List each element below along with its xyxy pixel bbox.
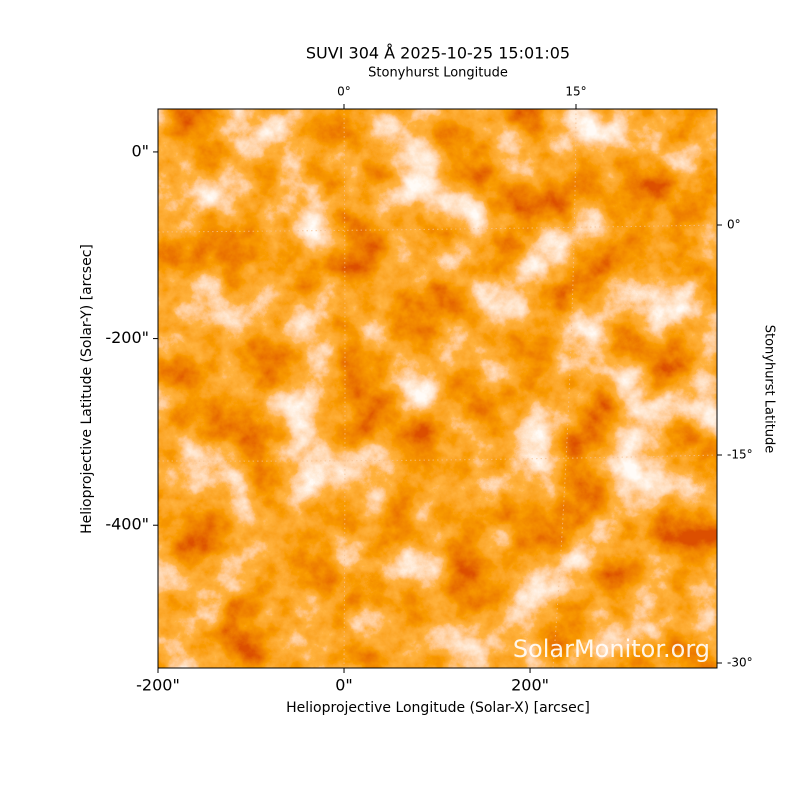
right-tick-label: -15° [727, 448, 753, 462]
x-tick-label: 200" [511, 676, 549, 695]
right-tick-label: -30° [727, 656, 753, 670]
top-tick-label: 15° [565, 85, 586, 99]
solar-texture [158, 109, 717, 668]
x-tick-label: 0" [335, 676, 353, 695]
y-tick-label: -400" [105, 515, 149, 534]
x-tick-label: -200" [136, 676, 180, 695]
y-tick-label: 0" [131, 141, 149, 160]
plot-frame [157, 108, 718, 669]
top-axis-label: Stonyhurst Longitude [368, 66, 508, 81]
watermark: SolarMonitor.org [513, 635, 710, 663]
x-axis-label: Helioprojective Longitude (Solar-X) [arc… [286, 700, 590, 716]
grid-lat [158, 454, 717, 462]
top-tick-label: 0° [337, 85, 351, 99]
stonyhurst-grid [158, 109, 717, 668]
title: SUVI 304 Å 2025-10-25 15:01:05 [306, 44, 570, 63]
right-axis-label: Stonyhurst Latitude [762, 325, 777, 454]
y-axis-label: Helioprojective Latitude (Solar-Y) [arcs… [79, 244, 95, 534]
grid-lon [552, 109, 577, 668]
grid-lat [158, 224, 717, 233]
right-tick-label: 0° [727, 218, 741, 232]
grid-lon [343, 109, 346, 668]
solar-image: SolarMonitor.org [158, 109, 717, 668]
secondary-ticks [343, 104, 722, 664]
y-tick-label: -200" [105, 328, 149, 347]
